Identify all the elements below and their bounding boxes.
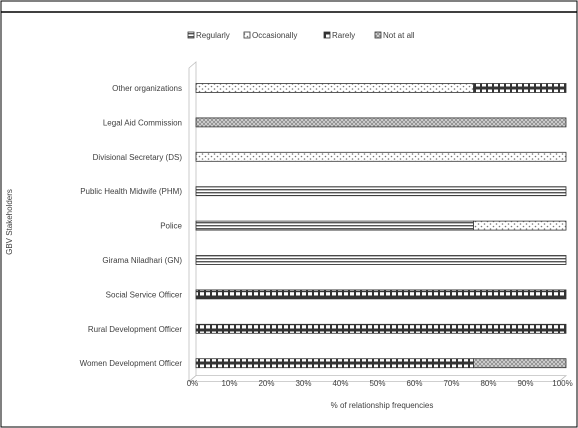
bar-divisional-secretary-ds-occasionally xyxy=(195,151,567,162)
x-tick-60: 60% xyxy=(406,379,422,388)
category-label-public-health-midwife-phm: Public Health Midwife (PHM) xyxy=(80,187,182,196)
y-axis-title: GBV Stakeholders xyxy=(5,189,14,255)
category-labels: Other organizations Legal Aid Commission D… xyxy=(80,84,183,368)
plot-axes xyxy=(187,61,568,383)
legend-label-not-at-all: Not at all xyxy=(383,31,415,40)
category-label-legal-aid-commission: Legal Aid Commission xyxy=(103,118,182,127)
legend: Regularly Occasionally Rarely Not at all xyxy=(187,31,415,40)
legend-label-occasionally: Occasionally xyxy=(252,31,297,40)
x-tick-40: 40% xyxy=(332,379,348,388)
x-tick-80: 80% xyxy=(480,379,496,388)
bar-public-health-midwife-phm-regularly xyxy=(195,186,567,197)
bar-other-organizations-occasionally xyxy=(195,83,474,93)
bars xyxy=(195,83,567,369)
x-tick-90: 90% xyxy=(517,379,533,388)
legend-swatch-rarely xyxy=(323,31,331,39)
bar-police-occasionally xyxy=(473,220,567,231)
bar-social-service-officer-rarely xyxy=(195,289,567,300)
bar-women-development-officer-not-at-all xyxy=(473,358,567,369)
bar-legal-aid-commission-not-at-all xyxy=(195,117,567,128)
x-tick-10: 10% xyxy=(221,379,237,388)
legend-label-regularly: Regularly xyxy=(196,31,230,40)
category-label-other-organizations: Other organizations xyxy=(112,84,182,93)
bar-police-regularly xyxy=(195,220,474,231)
x-tick-100: 100% xyxy=(552,379,572,388)
legend-swatch-occasionally xyxy=(243,31,251,39)
category-label-police: Police xyxy=(160,222,182,231)
legend-swatch-not-at-all xyxy=(374,31,382,39)
plot-wall xyxy=(188,61,197,383)
category-label-rural-development-officer: Rural Development Officer xyxy=(88,325,182,334)
x-tick-50: 50% xyxy=(369,379,385,388)
x-axis-title: % of relationship frequencies xyxy=(331,401,434,410)
x-tick-70: 70% xyxy=(443,379,459,388)
category-label-girama-niladhari-gn: Girama Niladhari (GN) xyxy=(102,256,182,265)
x-tick-30: 30% xyxy=(295,379,311,388)
category-label-social-service-officer: Social Service Officer xyxy=(106,290,183,299)
bar-girama-niladhari-gn-regularly xyxy=(195,255,567,265)
plot-floor xyxy=(187,375,568,383)
bar-other-organizations-rarely xyxy=(473,83,567,93)
legend-label-rarely: Rarely xyxy=(332,31,355,40)
category-label-women-development-officer: Women Development Officer xyxy=(80,359,183,368)
x-tick-0: 0% xyxy=(187,379,199,388)
category-label-divisional-secretary-ds: Divisional Secretary (DS) xyxy=(93,153,183,162)
bar-women-development-officer-rarely xyxy=(195,358,474,369)
bar-rural-development-officer-rarely xyxy=(195,323,567,334)
legend-swatch-regularly xyxy=(187,31,195,39)
x-tick-20: 20% xyxy=(258,379,274,388)
x-tick-labels: 0% 10% 20% 30% 40% 50% 60% 70% 80% 90% 100% xyxy=(187,379,573,388)
